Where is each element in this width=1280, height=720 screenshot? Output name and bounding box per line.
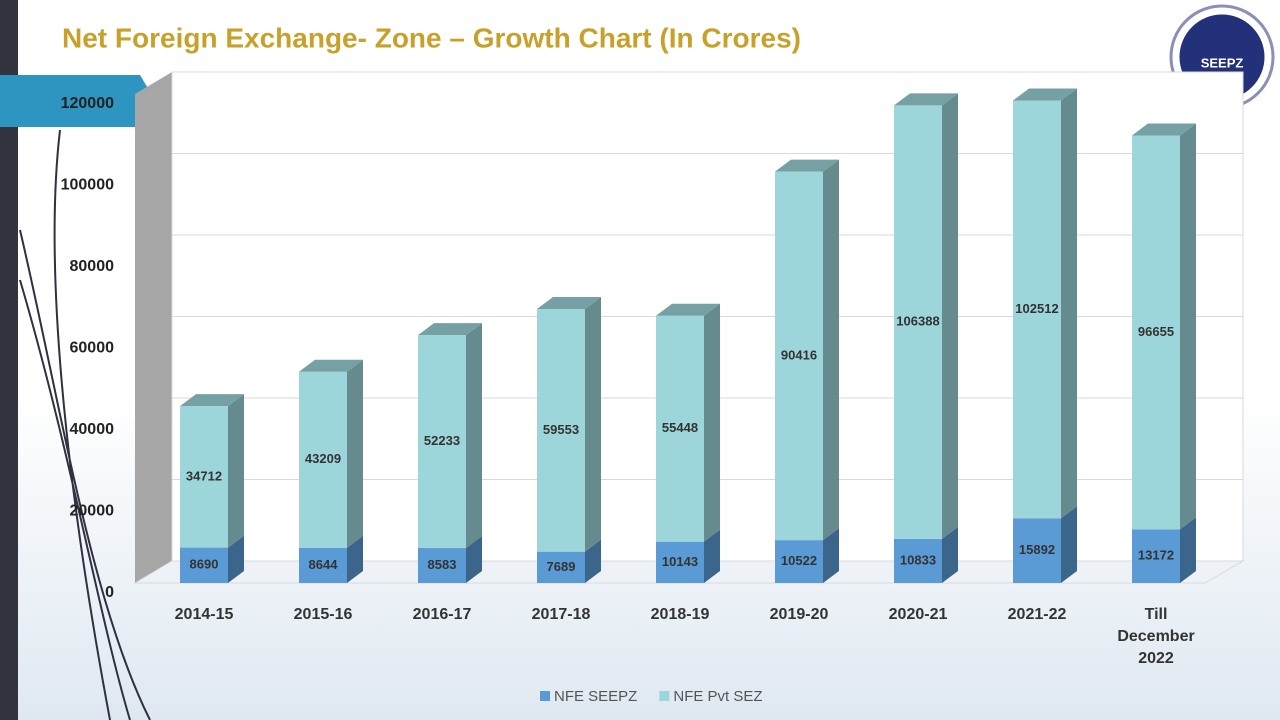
left-strip bbox=[0, 0, 18, 720]
legend-label: NFE Pvt SEZ bbox=[673, 688, 762, 705]
bar-side bbox=[1061, 506, 1077, 583]
bar-segment bbox=[418, 548, 466, 583]
legend-swatch bbox=[659, 691, 670, 701]
y-tick-label: 80000 bbox=[70, 258, 115, 275]
data-label: 8644 bbox=[309, 557, 339, 572]
bar-top bbox=[1132, 123, 1196, 136]
bar-segment bbox=[180, 406, 228, 548]
data-label: 34712 bbox=[186, 468, 222, 483]
x-tick-label: Till December 2022 bbox=[1117, 606, 1195, 667]
data-label: 10522 bbox=[781, 553, 817, 568]
bar-side bbox=[585, 296, 601, 552]
bar-top bbox=[1013, 88, 1077, 101]
bar-side bbox=[466, 323, 482, 549]
bar-segment bbox=[775, 540, 823, 583]
chart-title: Net Foreign Exchange- Zone – Growth Char… bbox=[62, 22, 801, 53]
x-tick-label: 2016-17 bbox=[412, 606, 472, 623]
legend-label: NFE SEEPZ bbox=[554, 688, 637, 705]
logo-text: SEEPZ bbox=[1201, 55, 1244, 70]
data-label: 59553 bbox=[543, 422, 579, 437]
x-tick-label: 2018-19 bbox=[650, 606, 710, 623]
bar-segment bbox=[299, 547, 347, 583]
bar-side bbox=[466, 536, 482, 583]
bar-segment bbox=[656, 315, 704, 542]
data-label: 10833 bbox=[900, 552, 936, 567]
bar-top bbox=[299, 359, 363, 372]
bar-side bbox=[942, 93, 958, 539]
bar-segment bbox=[894, 105, 942, 539]
y-tick-label: 100000 bbox=[61, 177, 114, 194]
y-tick-label: 40000 bbox=[70, 421, 115, 438]
bar-side bbox=[347, 359, 363, 548]
bar-segment bbox=[1132, 135, 1180, 530]
y-tick-label: 20000 bbox=[70, 503, 115, 520]
legend-swatch bbox=[540, 691, 550, 701]
x-tick-label: 2015-16 bbox=[293, 606, 353, 623]
tab bbox=[0, 75, 155, 127]
data-label: 102512 bbox=[1015, 301, 1058, 316]
bar-segment bbox=[537, 308, 585, 552]
bar-segment bbox=[180, 547, 228, 583]
data-label: 8583 bbox=[428, 557, 457, 572]
x-tick-label: 2019-20 bbox=[769, 606, 829, 623]
data-label: 43209 bbox=[305, 451, 341, 466]
bar-top bbox=[180, 394, 244, 407]
bar-side bbox=[1180, 123, 1196, 530]
y-tick-label: 0 bbox=[105, 584, 114, 601]
bar-segment bbox=[1013, 518, 1061, 583]
bar-side bbox=[823, 528, 839, 583]
bar-side bbox=[228, 535, 244, 583]
data-label: 7689 bbox=[547, 559, 576, 574]
y-tick-label: 120000 bbox=[61, 95, 114, 112]
bar-segment bbox=[537, 551, 585, 583]
data-label: 8690 bbox=[190, 557, 219, 572]
bar-segment bbox=[894, 538, 942, 583]
bar-side bbox=[347, 535, 363, 583]
x-tick-label: 2021-22 bbox=[1007, 606, 1067, 623]
bar-side bbox=[1180, 517, 1196, 583]
data-label: 10143 bbox=[662, 554, 698, 569]
bar-side bbox=[704, 529, 720, 583]
bar-side bbox=[823, 159, 839, 541]
data-label: 13172 bbox=[1138, 548, 1174, 563]
bar-side bbox=[585, 539, 601, 583]
data-label: 15892 bbox=[1019, 542, 1055, 557]
bar-segment bbox=[299, 371, 347, 548]
bar-segment bbox=[1013, 100, 1061, 519]
bar-side bbox=[1061, 88, 1077, 519]
decor-lines bbox=[19, 129, 151, 720]
bar-top bbox=[775, 159, 839, 172]
side-wall bbox=[135, 72, 172, 583]
bar-top bbox=[537, 296, 601, 309]
x-tick-label: 2014-15 bbox=[174, 606, 234, 623]
data-label: 90416 bbox=[781, 347, 817, 362]
y-tick-label: 60000 bbox=[70, 340, 115, 357]
bar-segment bbox=[1132, 529, 1180, 583]
bar-side bbox=[228, 394, 244, 548]
data-label: 106388 bbox=[896, 314, 939, 329]
bar-segment bbox=[775, 171, 823, 541]
data-label: 55448 bbox=[662, 420, 698, 435]
data-label: 96655 bbox=[1138, 324, 1174, 339]
bar-top bbox=[418, 323, 482, 336]
bar-segment bbox=[418, 335, 466, 549]
bar-top bbox=[894, 93, 958, 106]
bar-segment bbox=[656, 541, 704, 583]
x-tick-label: 2020-21 bbox=[888, 606, 948, 623]
x-tick-label: 2017-18 bbox=[531, 606, 591, 623]
bar-top bbox=[656, 303, 720, 316]
data-label: 52233 bbox=[424, 433, 460, 448]
bar-side bbox=[704, 303, 720, 542]
bar-side bbox=[942, 526, 958, 583]
